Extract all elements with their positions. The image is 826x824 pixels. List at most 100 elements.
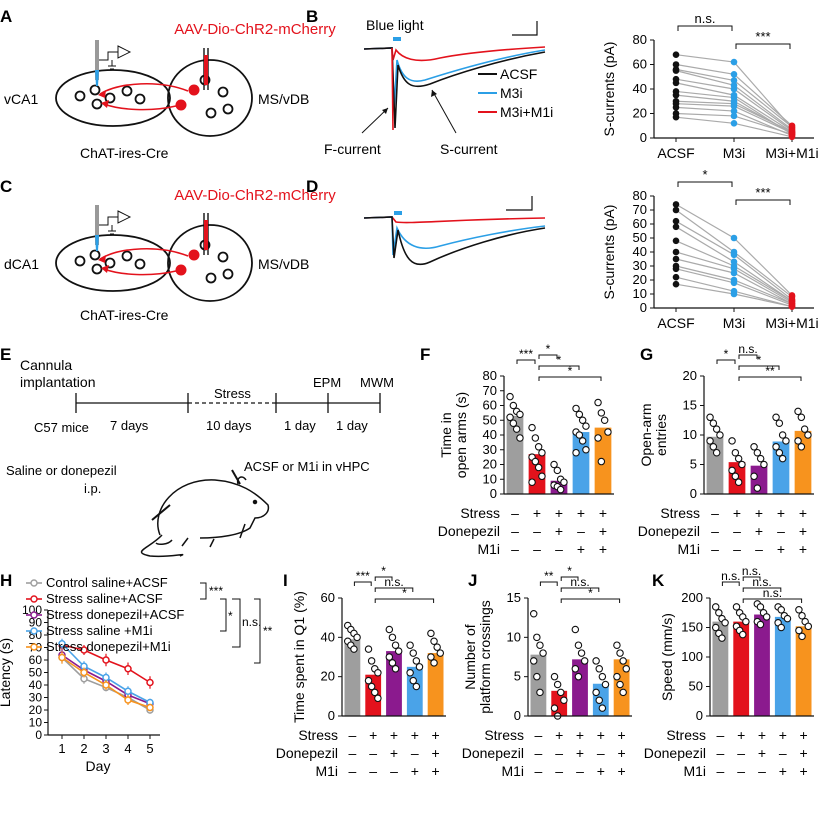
y-axis-label: platform crossings [477,600,493,714]
data-point [506,413,514,422]
factor-sign: + [577,541,585,557]
data-point [778,454,787,463]
data-point [353,633,361,642]
data-point [391,665,400,673]
data-point [516,410,524,419]
factor-sign: – [737,745,745,761]
factor-label: Donepezil [462,745,524,761]
data-point [777,623,785,632]
chat-neuron-a [188,84,200,96]
series-point [102,656,110,664]
series-point [146,678,154,687]
y-axis-label: open arms (s) [453,392,469,478]
significance-label: ** [263,624,273,638]
data-point [783,614,792,623]
significance-bracket [232,598,241,648]
factor-sign: + [618,727,626,743]
data-point [739,630,747,639]
data-point [364,645,373,653]
septum-ellipse-c [167,224,253,302]
data-point [711,603,720,611]
significance-bracket [353,581,372,586]
data-point [533,672,541,681]
data-point [730,102,738,110]
significance-label: n.s. [752,575,771,589]
y-tick-label: 60 [483,398,497,413]
bar [774,616,791,716]
data-point [601,680,610,689]
panel-e: E Cannula implantation Stress EPM MWM C5… [0,345,394,558]
data-point [795,626,803,635]
data-point [367,682,376,691]
significance-bracket [738,365,780,370]
y-tick-label: 0 [640,300,647,315]
data-point [582,422,590,430]
factor-label: Donepezil [438,523,500,539]
data-point [760,460,768,469]
data-point [672,223,680,231]
factor-sign: – [369,763,377,779]
panel-letter-a: A [0,7,12,26]
factor-sign: + [777,505,785,521]
data-point [531,457,540,466]
data-point [572,448,580,457]
data-point [553,466,562,475]
y-tick-label: 60 [633,216,647,231]
factor-sign: + [533,505,541,521]
data-point [388,659,397,667]
data-point [672,79,680,87]
data-point [534,443,543,451]
y-tick-label: 5 [690,457,697,472]
data-point [706,437,714,445]
data-point [672,91,680,99]
factor-sign: + [390,727,398,743]
significance-bracket [374,576,393,581]
data-point [427,653,435,661]
data-point [412,657,421,665]
data-point [577,649,586,657]
data-point [672,273,680,281]
legend-label: Stress donepezil+M1i [46,639,171,654]
factor-sign: + [576,727,584,743]
timeline-1day-b: 1 day [336,418,368,433]
y-tick-label: 20 [633,272,647,287]
data-point [538,448,546,457]
data-point [706,413,714,422]
legend-marker [30,611,38,619]
data-point [731,472,740,481]
factor-sign: + [599,523,607,539]
virus-label-c: AAV-Dio-ChR2-mCherry [174,187,336,204]
factor-label: Stress [298,727,338,743]
y-tick-label: 80 [633,188,647,203]
data-point [533,633,541,642]
legend-marker [30,579,38,587]
data-point [597,409,606,417]
mouse-line-c: ChAT-ires-Cre [80,307,169,323]
data-point [730,71,738,78]
data-point [730,77,738,84]
data-point [534,463,543,472]
data-point [711,623,720,632]
data-point [709,443,718,451]
significance-label: * [757,353,762,367]
data-point [557,688,565,697]
series-point [124,687,132,695]
region-label-vca1: vCA1 [4,91,38,107]
factor-sign: – [597,745,605,761]
y-tick-label: 10 [29,716,43,730]
y-axis-label: Time spent in Q1 (%) [291,591,307,723]
data-point [604,428,612,436]
y-tick-label: 5 [514,669,521,684]
significance-label: *** [755,185,770,200]
data-point [509,401,518,410]
factor-sign: – [511,505,519,521]
data-point [672,206,680,214]
y-tick-label: 70 [483,383,497,398]
factor-sign: – [576,763,584,779]
y-tick-label: 0 [640,130,647,145]
series-point [124,696,132,704]
factor-sign: – [555,541,563,557]
saline-donepezil-label: Saline or donepezil [6,463,117,478]
